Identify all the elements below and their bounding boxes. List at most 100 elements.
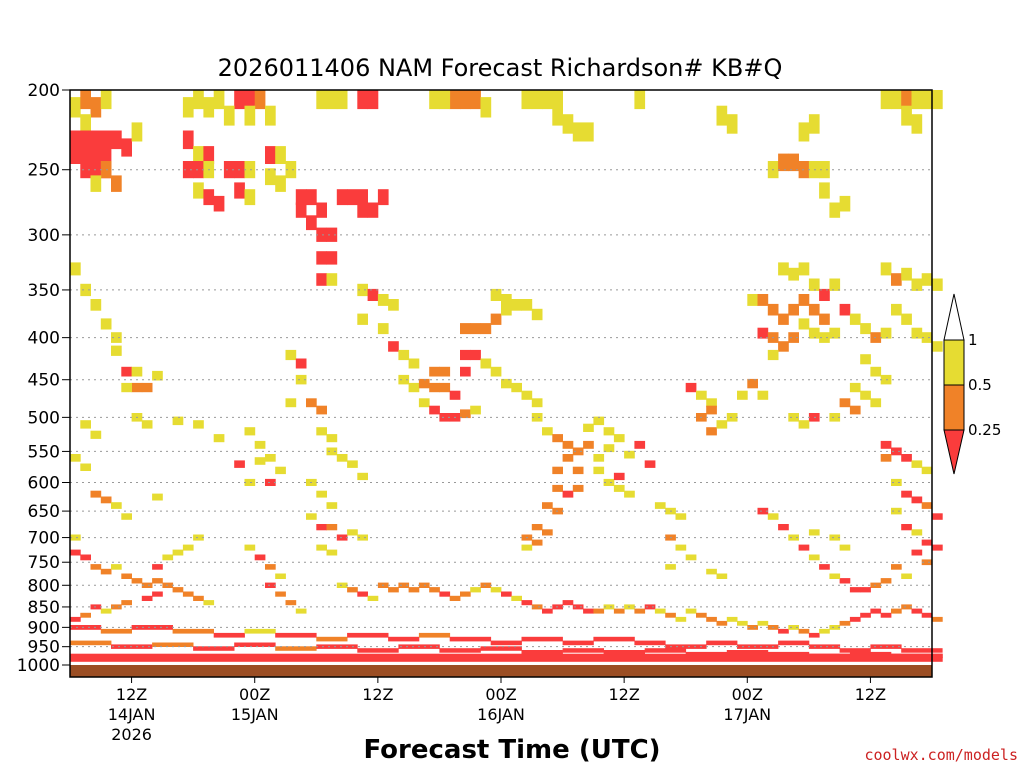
data-cell <box>808 644 841 649</box>
data-cell <box>234 460 245 468</box>
data-cell <box>747 378 758 389</box>
data-cell <box>788 267 799 281</box>
colorbar-label-1: 1 <box>968 331 978 349</box>
data-cell <box>860 390 871 400</box>
data-cell <box>901 490 912 498</box>
data-cell <box>172 416 184 426</box>
data-cell <box>870 608 882 614</box>
data-cell <box>193 646 235 651</box>
data-cell <box>778 640 810 646</box>
data-cell <box>613 608 625 614</box>
data-cell <box>716 620 728 626</box>
data-cell <box>326 447 338 456</box>
data-cell <box>460 90 471 110</box>
data-cell <box>418 398 430 408</box>
data-cell <box>572 604 584 610</box>
data-cell <box>583 423 594 432</box>
y-tick-label: 850 <box>28 598 60 618</box>
data-cell <box>275 573 286 579</box>
data-cell <box>726 114 738 134</box>
data-cell <box>501 591 512 597</box>
data-cell <box>808 303 820 316</box>
data-cell <box>870 398 882 408</box>
data-cell <box>480 97 492 118</box>
data-cell <box>244 189 256 206</box>
data-cell <box>737 620 748 626</box>
data-cell <box>439 648 481 653</box>
data-cell <box>839 578 851 584</box>
data-cell <box>788 153 799 172</box>
data-cell <box>460 366 471 377</box>
data-cell <box>860 354 871 365</box>
data-cell <box>254 457 266 465</box>
data-cell <box>880 578 892 584</box>
data-cell <box>624 450 635 459</box>
data-cell <box>634 640 666 646</box>
data-cell <box>141 595 153 601</box>
data-cell <box>665 564 676 570</box>
data-cell <box>152 642 194 647</box>
data-cell <box>901 105 912 126</box>
x-tick-date: 15JAN <box>231 705 279 724</box>
data-cell <box>316 427 327 436</box>
data-cell <box>265 105 276 126</box>
data-cell <box>203 600 215 606</box>
data-cell <box>347 587 358 593</box>
data-cell <box>603 478 615 486</box>
data-cell <box>80 463 91 471</box>
data-cell <box>921 332 933 343</box>
data-cell <box>80 420 91 429</box>
data-cell <box>685 382 697 393</box>
x-tick-label: 00Z <box>732 685 763 704</box>
data-cell <box>326 524 338 531</box>
data-cell <box>572 466 584 475</box>
data-cell <box>80 114 91 134</box>
data-cell <box>408 382 420 393</box>
data-cell <box>172 587 184 593</box>
data-cell <box>891 273 902 286</box>
data-cell <box>357 648 399 653</box>
data-cell <box>460 591 471 597</box>
data-cell <box>531 539 543 546</box>
data-cell <box>388 587 399 593</box>
data-cell <box>470 587 481 593</box>
data-cell <box>675 616 687 622</box>
data-cell <box>316 636 348 642</box>
data-cell <box>357 202 368 218</box>
data-cell <box>901 454 912 462</box>
data-cell <box>193 420 204 429</box>
data-cell <box>141 382 153 393</box>
data-cell <box>901 313 912 325</box>
data-cell <box>90 430 102 439</box>
y-tick-label: 650 <box>28 502 60 522</box>
data-cell <box>808 554 820 561</box>
data-cell <box>100 496 112 504</box>
data-cell <box>100 318 112 330</box>
data-cell <box>306 215 317 231</box>
data-cell <box>90 490 102 498</box>
data-cell <box>634 440 646 449</box>
data-cell <box>398 582 410 588</box>
data-cell <box>839 544 851 551</box>
data-cell <box>367 202 379 218</box>
data-cell <box>265 454 276 462</box>
data-cell <box>336 189 348 206</box>
data-cell <box>182 544 194 551</box>
data-cell <box>121 138 132 157</box>
data-cell <box>398 349 410 361</box>
data-cell <box>891 507 902 515</box>
data-cell <box>911 549 923 556</box>
data-cell <box>152 591 163 597</box>
data-cell <box>542 427 553 436</box>
data-cell <box>706 616 717 622</box>
data-cell <box>275 146 286 164</box>
data-cell <box>418 632 451 638</box>
data-cell <box>880 440 892 449</box>
x-axis-label: Forecast Time (UTC) <box>363 735 660 765</box>
data-cell <box>244 544 256 551</box>
data-cell <box>706 427 717 436</box>
data-cell <box>603 604 615 610</box>
data-cell <box>808 632 820 638</box>
x-tick-date: 14JAN <box>108 705 156 724</box>
data-cell <box>593 454 605 462</box>
